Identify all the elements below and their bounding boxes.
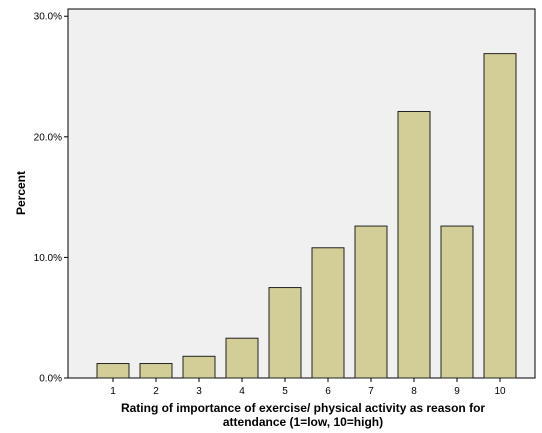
- y-tick-label-3: 30.0%: [34, 12, 62, 23]
- x-axis: 1 2 3 4 5 6 7 8 9 10: [110, 378, 506, 397]
- x-tick-label-7: 7: [368, 386, 374, 397]
- bar-1: [96, 363, 130, 379]
- x-tick-label-5: 5: [282, 386, 288, 397]
- bar-2: [139, 363, 173, 379]
- bar-7: [354, 225, 388, 379]
- x-axis-title-line-2: attendance (1=low, 10=high): [223, 415, 383, 429]
- x-tick-label-10: 10: [494, 386, 506, 397]
- y-axis: 0.0% 10.0% 20.0% 30.0%: [34, 12, 68, 385]
- y-tick-label-1: 10.0%: [34, 253, 62, 264]
- x-tick-label-2: 2: [153, 386, 159, 397]
- bar-5: [268, 287, 302, 379]
- y-tick-label-0: 0.0%: [39, 374, 62, 385]
- x-tick-label-3: 3: [196, 386, 202, 397]
- bars-group: [96, 53, 517, 379]
- bar-6: [311, 247, 345, 379]
- x-tick-label-8: 8: [411, 386, 417, 397]
- y-axis-title: Percent: [14, 171, 28, 215]
- x-axis-title-line-1: Rating of importance of exercise/ physic…: [121, 401, 485, 415]
- bar-8: [397, 111, 431, 379]
- bar-4: [225, 337, 259, 379]
- x-tick-label-1: 1: [110, 386, 116, 397]
- bar-10: [483, 53, 517, 379]
- x-tick-label-4: 4: [239, 386, 245, 397]
- x-tick-label-6: 6: [325, 386, 331, 397]
- x-tick-label-9: 9: [454, 386, 460, 397]
- bar-3: [182, 355, 216, 379]
- bar-9: [440, 225, 474, 379]
- y-tick-label-2: 20.0%: [34, 132, 62, 143]
